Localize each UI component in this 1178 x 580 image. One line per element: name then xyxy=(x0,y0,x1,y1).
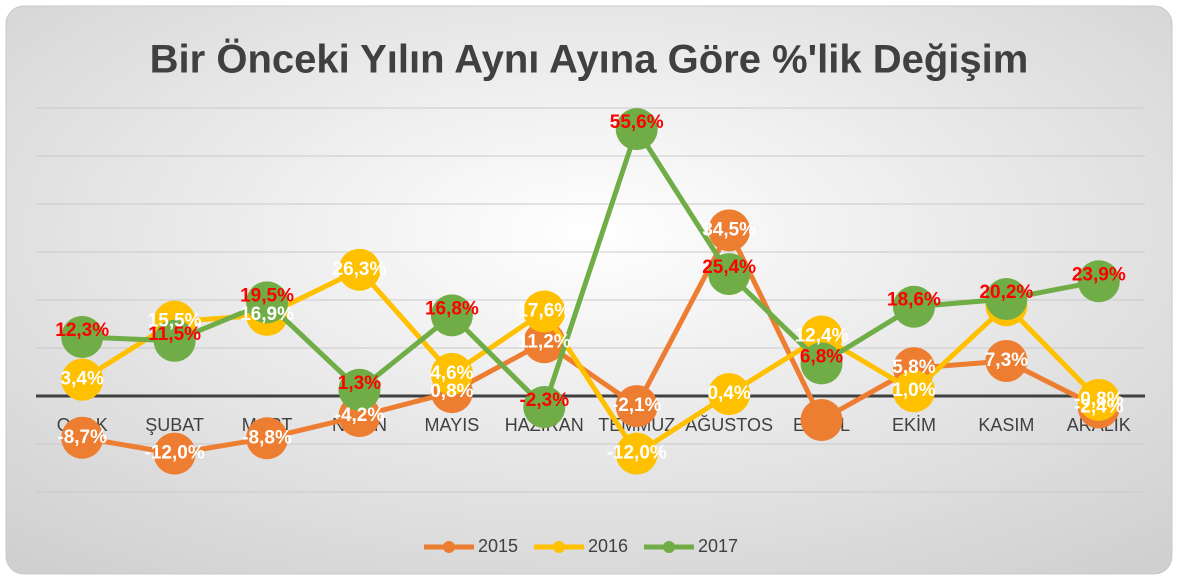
data-point xyxy=(985,339,1028,382)
chart-title: Bir Önceki Yılın Aynı Ayına Göre %'lik D… xyxy=(150,37,1029,82)
data-label: 1,0% xyxy=(892,380,935,401)
data-point xyxy=(338,248,381,291)
data-point xyxy=(615,108,658,151)
data-label: 15,5% xyxy=(148,311,202,332)
data-label: -2,4% xyxy=(1074,397,1124,418)
data-point xyxy=(430,352,473,395)
data-label: 12,3% xyxy=(55,320,109,341)
data-point xyxy=(708,253,751,296)
legend-marker xyxy=(663,541,675,553)
data-label: 34,5% xyxy=(702,219,756,240)
data-label: 12,4% xyxy=(795,325,849,346)
legend-marker xyxy=(443,541,455,553)
data-label: 16,8% xyxy=(425,298,479,319)
data-label: -8,7% xyxy=(57,427,107,448)
data-label: 6,8% xyxy=(800,346,843,367)
data-point xyxy=(615,385,658,428)
x-tick-label: MAYIS xyxy=(425,415,480,435)
data-label: 23,9% xyxy=(1072,264,1126,285)
data-point xyxy=(615,432,658,475)
legend-marker xyxy=(553,541,565,553)
data-label: 11,5% xyxy=(148,324,201,345)
x-tick-label: ŞUBAT xyxy=(145,415,204,435)
data-point xyxy=(61,416,104,459)
data-point xyxy=(892,370,935,413)
data-label: 16,9% xyxy=(240,304,294,325)
data-label: 55,6% xyxy=(610,112,664,133)
data-point xyxy=(1077,260,1120,303)
data-point xyxy=(338,368,381,411)
data-point xyxy=(800,399,843,441)
data-point xyxy=(708,373,751,416)
data-label: -0,8% xyxy=(1074,389,1124,410)
data-point xyxy=(430,294,473,337)
data-point xyxy=(892,285,935,328)
data-point xyxy=(61,315,104,358)
data-point xyxy=(523,386,566,429)
legend-label: 2017 xyxy=(698,536,738,556)
data-label: 0,4% xyxy=(707,383,750,404)
data-label: 26,3% xyxy=(333,259,387,280)
data-label: -8,8% xyxy=(242,427,292,448)
data-label: 0,8% xyxy=(430,381,473,402)
x-tick-label: AĞUSTOS xyxy=(685,414,773,435)
data-point xyxy=(153,432,196,475)
data-label: 5,8% xyxy=(892,357,935,378)
data-label: 20,2% xyxy=(979,282,1033,303)
data-point xyxy=(800,342,843,385)
data-point xyxy=(708,209,751,252)
data-point xyxy=(246,281,289,324)
data-label: 3,4% xyxy=(61,369,104,390)
x-tick-label: EKİM xyxy=(892,415,936,435)
data-label: 19,5% xyxy=(240,285,294,306)
data-point xyxy=(985,278,1028,321)
data-point xyxy=(61,358,104,401)
data-label: -12,0% xyxy=(145,443,205,464)
data-label: 11,2% xyxy=(518,331,571,352)
data-point xyxy=(1077,378,1120,421)
x-tick-label: KASIM xyxy=(978,415,1034,435)
data-label: 17,6% xyxy=(517,301,571,322)
data-label: -4,2% xyxy=(335,405,385,426)
data-point xyxy=(153,319,196,362)
data-point xyxy=(246,417,289,460)
legend-label: 2016 xyxy=(588,536,628,556)
data-label: -12,0% xyxy=(607,443,667,464)
data-label: 4,6% xyxy=(430,363,473,384)
data-label: 1,3% xyxy=(338,373,381,394)
data-label: 18,6% xyxy=(887,290,941,311)
data-label: 7,3% xyxy=(985,350,1028,371)
legend-label: 2015 xyxy=(478,536,518,556)
data-label: -2,1% xyxy=(612,395,662,416)
data-label: 25,4% xyxy=(702,257,756,278)
data-point xyxy=(523,290,566,333)
data-label: -2,3% xyxy=(519,390,569,411)
